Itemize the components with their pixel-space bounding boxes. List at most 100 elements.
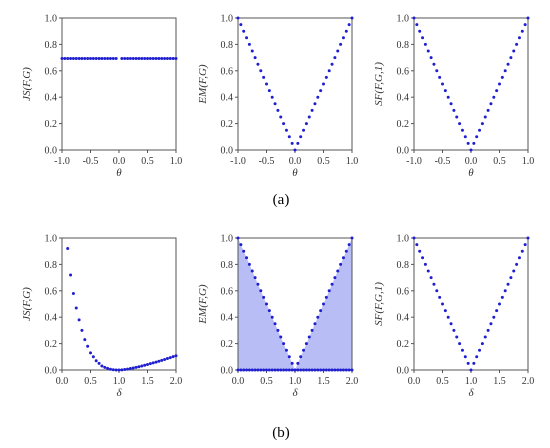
data-point (324, 75, 328, 79)
data-point (426, 49, 430, 53)
data-point (146, 362, 149, 366)
data-point (350, 236, 354, 240)
data-point (472, 361, 476, 365)
data-point (517, 256, 521, 260)
baseline-point (319, 368, 323, 372)
data-point (108, 367, 112, 371)
baseline-point (293, 368, 297, 372)
data-point (344, 29, 348, 33)
data-point (154, 57, 158, 61)
data-point (466, 361, 470, 365)
y-tick-label: 1.0 (397, 14, 410, 25)
data-point (492, 315, 496, 319)
baseline-point (273, 368, 277, 372)
data-point (80, 57, 84, 61)
data-point (515, 262, 519, 266)
data-point (492, 95, 496, 99)
y-tick-label: 0.2 (397, 119, 410, 130)
data-point (478, 128, 482, 132)
baseline-point (290, 368, 294, 372)
data-point (341, 256, 345, 260)
x-axis-label: θ (468, 167, 474, 179)
data-point (333, 56, 337, 60)
y-tick-label: 0.2 (221, 339, 234, 350)
y-axis-label: EM(F,G) (197, 284, 209, 325)
plot-frame (61, 17, 177, 151)
data-point (293, 148, 297, 152)
x-tick-label: 0.5 (317, 156, 330, 167)
y-tick-label: 0.4 (397, 313, 410, 324)
data-point (103, 365, 107, 369)
data-point (242, 29, 246, 33)
data-point (253, 276, 257, 280)
x-tick-label: 0.5 (84, 376, 97, 387)
y-tick-label: 0.8 (397, 260, 410, 271)
data-point (500, 75, 504, 79)
data-point (276, 108, 280, 112)
data-point (469, 148, 473, 152)
baseline-point (344, 368, 348, 372)
x-tick-label: -0.5 (83, 156, 99, 167)
data-point (515, 42, 519, 46)
data-point (83, 338, 87, 342)
data-point (509, 276, 513, 280)
data-point (134, 365, 138, 369)
y-tick-label: 0.2 (45, 339, 58, 350)
data-point (498, 82, 501, 86)
data-point (148, 362, 152, 366)
x-tick-label: 0.0 (113, 156, 126, 167)
x-tick-label: 1.5 (141, 376, 154, 387)
data-point (423, 262, 427, 266)
data-point (245, 36, 249, 40)
y-axis-label: SF(F,G,1) (373, 282, 385, 326)
plot-frame (61, 237, 177, 371)
y-tick-label: 0.2 (221, 119, 234, 130)
x-tick-label: 0.0 (232, 376, 245, 387)
data-point (523, 23, 527, 27)
data-point (100, 57, 104, 61)
data-point (242, 249, 246, 253)
y-tick-label: 0.6 (221, 286, 234, 297)
data-point (279, 335, 283, 339)
data-point (313, 322, 317, 326)
data-point (412, 16, 416, 20)
data-point (236, 236, 240, 240)
data-point (304, 122, 308, 126)
data-point (344, 249, 348, 253)
data-point (327, 69, 331, 73)
data-point (284, 348, 288, 352)
data-point (495, 89, 499, 93)
data-point (486, 328, 490, 332)
data-point (86, 57, 90, 61)
data-point (466, 141, 470, 145)
data-point (69, 273, 73, 277)
data-point (253, 56, 257, 60)
x-tick-label: 0.0 (465, 156, 478, 167)
x-tick-label: 2.0 (346, 376, 359, 387)
data-point (316, 315, 320, 319)
data-point (441, 302, 444, 306)
data-point (174, 57, 178, 61)
y-tick-label: 0.2 (397, 339, 410, 350)
baseline-point (336, 368, 340, 372)
data-point (319, 309, 323, 313)
baseline-point (279, 368, 283, 372)
data-point (123, 367, 127, 371)
data-point (443, 89, 447, 93)
data-point (83, 57, 87, 61)
data-point (128, 57, 132, 61)
data-point (483, 115, 487, 119)
y-tick-label: 0.8 (221, 260, 234, 271)
data-point (435, 69, 439, 73)
data-point (339, 42, 343, 46)
data-point (279, 115, 283, 119)
data-point (480, 342, 484, 346)
data-point (174, 354, 178, 358)
data-point (421, 256, 425, 260)
x-tick-label: 1.5 (317, 376, 330, 387)
data-point (77, 57, 81, 61)
baseline-point (330, 368, 334, 372)
data-point (421, 36, 425, 40)
data-point (273, 322, 277, 326)
x-tick-label: 0.0 (289, 156, 302, 167)
